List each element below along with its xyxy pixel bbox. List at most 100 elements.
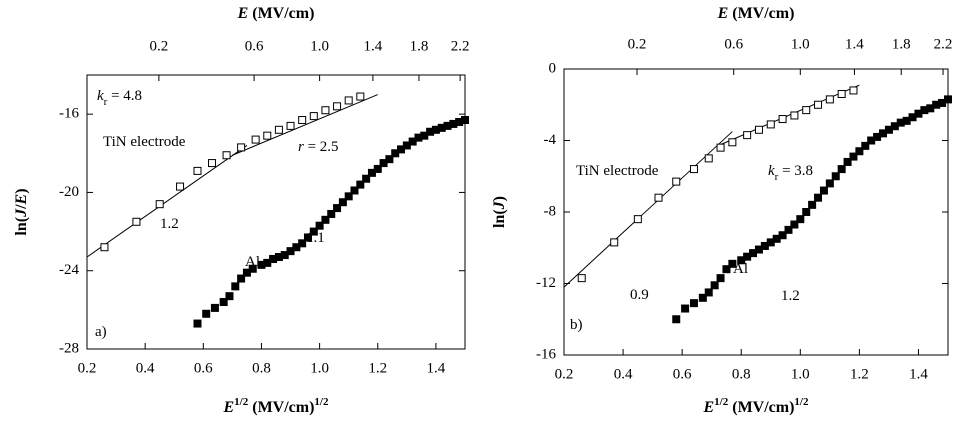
text-part: 1.2 (781, 288, 800, 304)
annotation: 1.2 (781, 288, 800, 304)
text-part: TiN electrode (103, 134, 186, 150)
x2-tick-label: 2.2 (451, 38, 470, 54)
text-part: (MV/cm) (728, 5, 794, 22)
x2-tick-label: 1.0 (310, 38, 329, 54)
annotation: Al (245, 254, 260, 270)
point (193, 319, 202, 328)
point (251, 135, 260, 144)
text-part: Al (733, 261, 748, 277)
text-part: J (13, 208, 30, 218)
text-part: 1.2 (160, 216, 179, 232)
point (849, 86, 858, 95)
text-part: ln( (491, 209, 508, 228)
text-part: (MV/cm) (728, 399, 794, 416)
point (356, 92, 365, 101)
point (633, 215, 642, 224)
text-part: E (703, 399, 715, 416)
point (350, 186, 359, 195)
point (248, 264, 257, 273)
x-tick-label: 0.8 (732, 366, 751, 382)
point (610, 238, 619, 247)
point (808, 200, 817, 209)
text-part: ln( (13, 217, 30, 236)
text-part: k (97, 88, 104, 104)
x-tick-label: 0.8 (252, 360, 271, 376)
point (831, 172, 840, 181)
point (778, 231, 787, 240)
point (263, 131, 272, 140)
x2-axis-title: E (MV/cm) (237, 5, 315, 22)
text-part: 1.1 (306, 230, 325, 246)
point (861, 141, 870, 150)
x2-axis-title: E (MV/cm) (717, 5, 795, 22)
point (344, 192, 353, 201)
point (672, 177, 681, 186)
point (722, 265, 731, 274)
point (766, 120, 775, 129)
point (315, 221, 324, 230)
point (689, 165, 698, 174)
point (802, 106, 811, 115)
text-part: k (768, 163, 775, 179)
text-part: r (298, 139, 304, 155)
x-tick-label: 0.4 (136, 360, 155, 376)
point (790, 220, 799, 229)
text-part: 1/2 (794, 396, 809, 408)
point (210, 303, 219, 312)
text-part: = 2.5 (304, 139, 339, 155)
point (814, 100, 823, 109)
text-part: ) (13, 188, 30, 193)
plot-frame (86, 74, 466, 350)
text-part: TiN electrode (576, 163, 659, 179)
point (231, 282, 240, 291)
point (362, 174, 371, 183)
point (825, 95, 834, 104)
x2-tick-label: 0.6 (245, 38, 264, 54)
text-part: E (237, 5, 249, 22)
y-axis-title: ln(J) (491, 196, 508, 228)
text-part: (MV/cm) (248, 5, 314, 22)
x-tick-label: 0.4 (614, 366, 633, 382)
x2-tick-label: 1.4 (845, 36, 864, 52)
x-tick-label: 1.4 (909, 366, 928, 382)
x-tick-label: 1.0 (791, 366, 810, 382)
text-part: b) (570, 317, 583, 333)
point (681, 304, 690, 313)
point (689, 299, 698, 308)
y-tick-label: -16 (59, 106, 79, 122)
x2-tick-label: 1.0 (791, 36, 810, 52)
point (716, 274, 725, 283)
x-tick-label: 0.6 (673, 366, 692, 382)
text-part: 0.9 (630, 287, 649, 303)
annotation: TiN electrode (103, 134, 186, 150)
annotation: kr = 4.8 (97, 88, 142, 107)
point (208, 159, 217, 168)
y-tick-label: -28 (59, 340, 79, 356)
x-axis-title: E1/2 (MV/cm)1/2 (703, 396, 809, 416)
y-tick-label: -4 (544, 132, 557, 148)
x2-tick-label: 1.8 (892, 36, 911, 52)
point (461, 116, 469, 125)
point (672, 315, 681, 324)
point (704, 154, 713, 163)
y-tick-label: -8 (544, 203, 557, 219)
point (728, 138, 737, 147)
y-axis-title: ln(J/E) (13, 188, 30, 235)
point (796, 215, 805, 224)
point (855, 147, 864, 156)
text-part: 1/2 (714, 396, 729, 408)
x2-tick-label: 0.2 (150, 38, 169, 54)
text-part: J (491, 200, 508, 210)
text-part: 1/2 (234, 396, 249, 408)
annotation: a) (95, 324, 107, 340)
point (237, 143, 246, 152)
point (837, 90, 846, 99)
fit-line (86, 145, 248, 258)
text-part: E (717, 5, 729, 22)
annotation: 1.1 (306, 230, 325, 246)
point (286, 121, 295, 130)
x2-tick-label: 0.6 (724, 36, 743, 52)
point (193, 166, 202, 175)
point (837, 165, 846, 174)
text-part: a) (95, 324, 107, 340)
